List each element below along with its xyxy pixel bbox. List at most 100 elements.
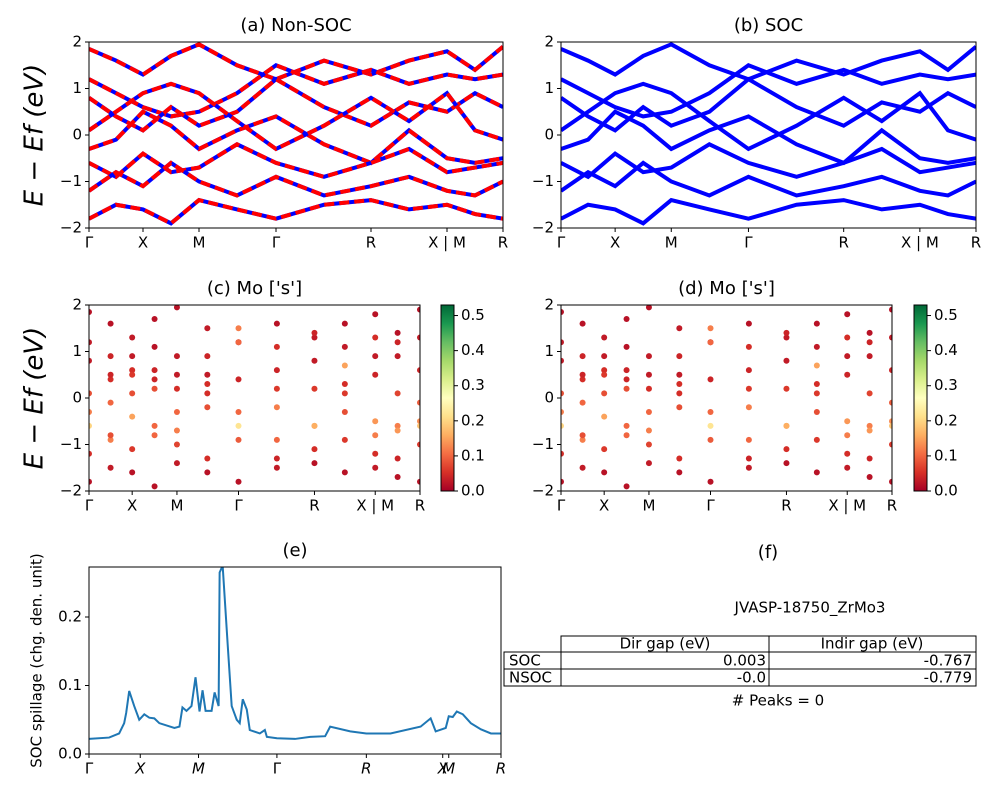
projection-point bbox=[89, 308, 92, 315]
y-tick-label: 1 bbox=[72, 342, 82, 360]
projection-point bbox=[235, 408, 242, 415]
projection-point bbox=[745, 455, 752, 462]
y-tick-label: −2 bbox=[60, 482, 82, 500]
projection-point bbox=[579, 432, 586, 439]
projection-point bbox=[866, 455, 873, 462]
projection-point bbox=[273, 455, 280, 462]
projection-point bbox=[204, 404, 211, 411]
x-tick-label: R bbox=[366, 234, 376, 252]
y-tick-label: 2 bbox=[544, 33, 554, 51]
row-label: NSOC bbox=[509, 669, 552, 687]
x-tick-label: R bbox=[971, 234, 981, 252]
projection-point bbox=[89, 450, 92, 457]
projection-point bbox=[341, 390, 348, 397]
projection-point bbox=[745, 367, 752, 374]
y-tick-label: 0.1 bbox=[58, 676, 82, 694]
projection-point bbox=[151, 432, 158, 439]
projection-point bbox=[372, 432, 379, 439]
projection-point bbox=[235, 325, 242, 332]
projection-point bbox=[372, 464, 379, 471]
band-line bbox=[561, 160, 976, 198]
projection-point bbox=[89, 390, 92, 397]
y-tick-label: −1 bbox=[532, 435, 554, 453]
panel-title: (b) SOC bbox=[734, 15, 803, 36]
x-tick-label: R bbox=[838, 234, 848, 252]
colorbar-tick-label: 0.0 bbox=[934, 482, 958, 500]
projection-point bbox=[561, 478, 564, 485]
panel: (b) SOC −2 −1 0 1 2 Γ X M Γ R X | M R bbox=[532, 15, 981, 252]
x-tick-label: X bbox=[134, 760, 146, 778]
colorbar-tick-label: 0.3 bbox=[934, 376, 958, 394]
axes-frame bbox=[88, 566, 502, 755]
panel: (a) Non-SOC E − Ef (eV) −2 −1 0 1 2 Γ X M Γ R X | M R bbox=[20, 15, 509, 252]
projection-point bbox=[579, 320, 586, 327]
projection-point bbox=[844, 371, 851, 378]
projection-point bbox=[204, 325, 211, 332]
projection-point bbox=[601, 334, 608, 341]
projection-point bbox=[745, 404, 752, 411]
panel: (d) Mo ['s'] −2 −1 0 1 2 Γ X M Γ R X | M R 0.0 0.1 0.2 0… bbox=[532, 278, 958, 515]
projection-point bbox=[129, 390, 136, 397]
projection-point bbox=[601, 367, 608, 374]
projection-point bbox=[372, 334, 379, 341]
y-tick-label: 0.0 bbox=[58, 745, 82, 763]
x-tick-label: R bbox=[781, 497, 791, 515]
table-cell: -0.767 bbox=[924, 652, 972, 670]
projection-point bbox=[372, 418, 379, 425]
projection-point bbox=[107, 432, 114, 439]
plot-area bbox=[561, 305, 892, 490]
projection-point bbox=[129, 334, 136, 341]
band-line bbox=[561, 109, 976, 166]
projection-point bbox=[745, 464, 752, 471]
projection-point bbox=[372, 311, 379, 318]
band-line-dashed bbox=[89, 160, 503, 198]
projection-point bbox=[204, 371, 211, 378]
panel: (e) SOC spillage (chg. den. unit) 0.0 0.1 0.… bbox=[28, 540, 507, 778]
projection-point bbox=[889, 478, 892, 485]
projection-point bbox=[707, 339, 714, 346]
y-tick-label: 0 bbox=[544, 389, 554, 407]
projection-point bbox=[601, 390, 608, 397]
y-axis-label: SOC spillage (chg. den. unit) bbox=[28, 553, 46, 768]
projection-point bbox=[601, 469, 608, 476]
projection-point bbox=[813, 408, 820, 415]
projection-point bbox=[394, 353, 401, 360]
projection-point bbox=[813, 469, 820, 476]
projection-point bbox=[341, 320, 348, 327]
projection-point bbox=[417, 422, 420, 429]
projection-point bbox=[341, 408, 348, 415]
x-tick-label: Γ bbox=[85, 234, 94, 252]
panel: (c) Mo ['s'] E − Ef (eV) −2 −1 0 1 2 Γ X M Γ R X | M… bbox=[20, 278, 485, 515]
colorbar bbox=[440, 304, 455, 492]
band-line bbox=[561, 62, 976, 119]
plot-area bbox=[89, 567, 501, 740]
projection-point bbox=[707, 325, 714, 332]
projection-point bbox=[623, 315, 630, 322]
y-tick-label: 2 bbox=[72, 296, 82, 314]
projection-point bbox=[173, 371, 180, 378]
projection-point bbox=[89, 357, 92, 364]
colorbar-tick-label: 0.2 bbox=[934, 411, 958, 429]
projection-point bbox=[273, 436, 280, 443]
projection-point bbox=[579, 436, 586, 443]
projection-point bbox=[889, 399, 892, 406]
projection-point bbox=[601, 446, 608, 453]
projection-point bbox=[273, 404, 280, 411]
projection-point bbox=[844, 353, 851, 360]
projection-point bbox=[676, 353, 683, 360]
table-cell: 0.003 bbox=[723, 652, 766, 670]
projection-point bbox=[173, 385, 180, 392]
projection-point bbox=[813, 343, 820, 350]
projection-point bbox=[676, 390, 683, 397]
axes-frame bbox=[88, 41, 504, 229]
x-tick-label: Γ bbox=[557, 234, 566, 252]
x-tick-label: X bbox=[599, 497, 609, 515]
projection-point bbox=[311, 460, 318, 467]
projection-point bbox=[204, 353, 211, 360]
table-header: Dir gap (eV) bbox=[620, 635, 711, 653]
x-tick-label: X | M bbox=[901, 234, 939, 252]
projection-point bbox=[417, 418, 420, 425]
projection-point bbox=[311, 329, 318, 336]
table-grid bbox=[503, 635, 977, 687]
